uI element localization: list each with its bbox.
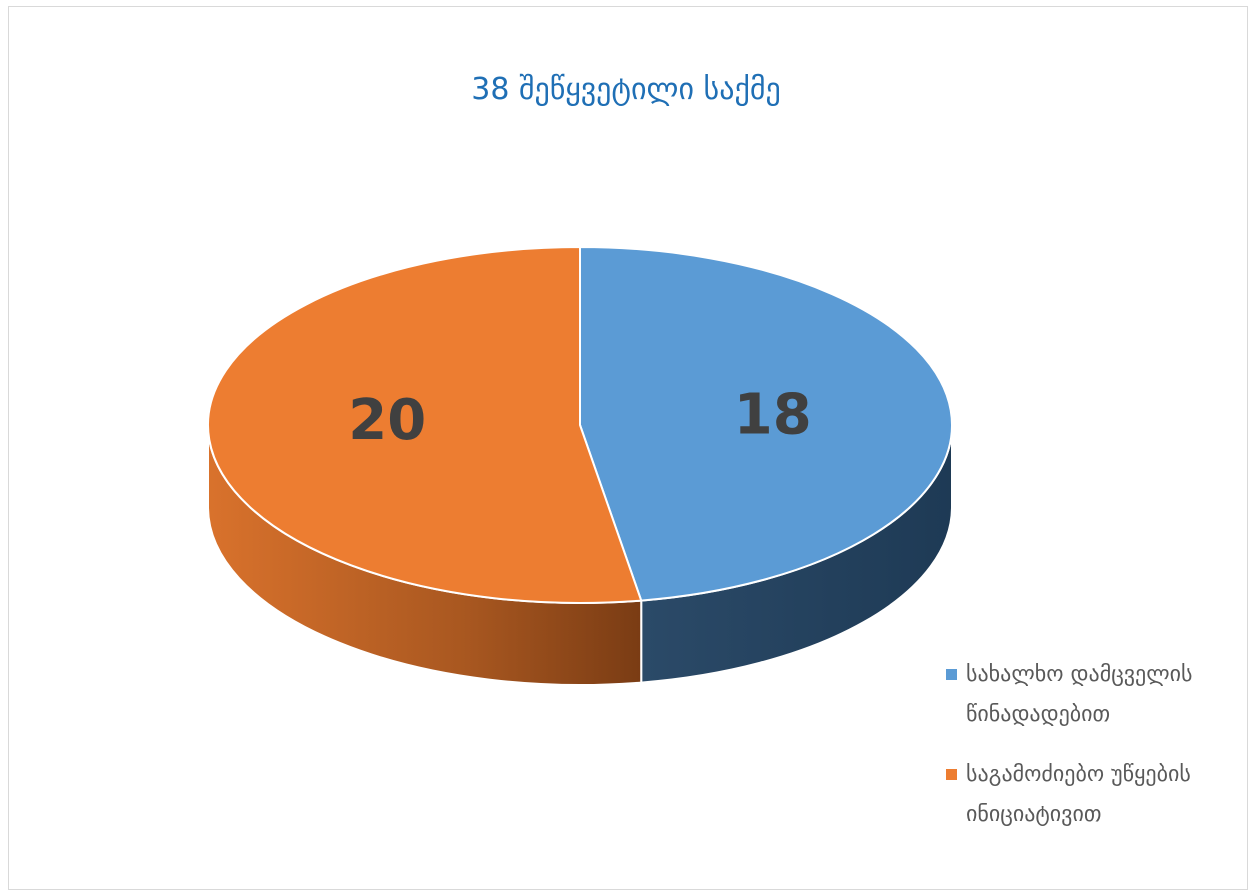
pie-slice-1 xyxy=(207,246,643,604)
chart-title: 38 შეწყვეტილი საქმე xyxy=(471,72,781,107)
legend-swatch-investigative xyxy=(946,769,957,780)
pie-slice-0 xyxy=(579,246,953,602)
legend-label-investigative: საგამოძიებო უწყების ინიციატივით xyxy=(966,762,1191,827)
pie-data-label-0: 18 xyxy=(734,382,812,447)
legend-item-ombudsman: სახალხო დამცველის წინადადებით xyxy=(946,655,1206,755)
legend-swatch-ombudsman xyxy=(946,669,957,680)
legend: სახალხო დამცველის წინადადებით საგამოძიებ… xyxy=(946,655,1206,835)
legend-label-ombudsman: სახალხო დამცველის წინადადებით xyxy=(966,662,1193,727)
legend-item-investigative: საგამოძიებო უწყების ინიციატივით xyxy=(946,755,1206,835)
pie-data-label-1: 20 xyxy=(348,388,426,453)
pie-tops xyxy=(207,246,953,604)
